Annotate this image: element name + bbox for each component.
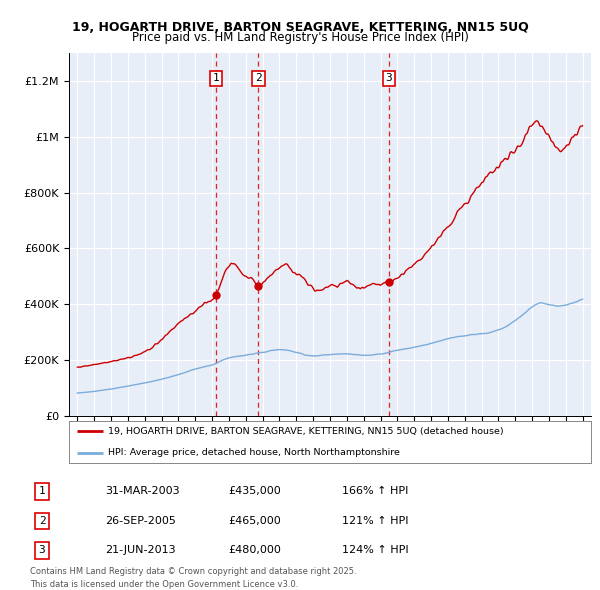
Text: 19, HOGARTH DRIVE, BARTON SEAGRAVE, KETTERING, NN15 5UQ: 19, HOGARTH DRIVE, BARTON SEAGRAVE, KETT…	[71, 21, 529, 34]
Text: 166% ↑ HPI: 166% ↑ HPI	[342, 487, 409, 496]
Text: £465,000: £465,000	[228, 516, 281, 526]
Text: 26-SEP-2005: 26-SEP-2005	[105, 516, 176, 526]
Text: 3: 3	[38, 546, 46, 555]
Text: £480,000: £480,000	[228, 546, 281, 555]
Text: 121% ↑ HPI: 121% ↑ HPI	[342, 516, 409, 526]
Text: 1: 1	[213, 74, 220, 84]
Text: 31-MAR-2003: 31-MAR-2003	[105, 487, 179, 496]
Text: £435,000: £435,000	[228, 487, 281, 496]
Text: 2: 2	[38, 516, 46, 526]
Text: Contains HM Land Registry data © Crown copyright and database right 2025.
This d: Contains HM Land Registry data © Crown c…	[30, 568, 356, 589]
Text: 21-JUN-2013: 21-JUN-2013	[105, 546, 176, 555]
Text: 1: 1	[38, 487, 46, 496]
Text: Price paid vs. HM Land Registry's House Price Index (HPI): Price paid vs. HM Land Registry's House …	[131, 31, 469, 44]
Text: 3: 3	[386, 74, 392, 84]
Text: 19, HOGARTH DRIVE, BARTON SEAGRAVE, KETTERING, NN15 5UQ (detached house): 19, HOGARTH DRIVE, BARTON SEAGRAVE, KETT…	[108, 427, 504, 436]
Text: 2: 2	[255, 74, 262, 84]
Text: 124% ↑ HPI: 124% ↑ HPI	[342, 546, 409, 555]
Text: HPI: Average price, detached house, North Northamptonshire: HPI: Average price, detached house, Nort…	[108, 448, 400, 457]
